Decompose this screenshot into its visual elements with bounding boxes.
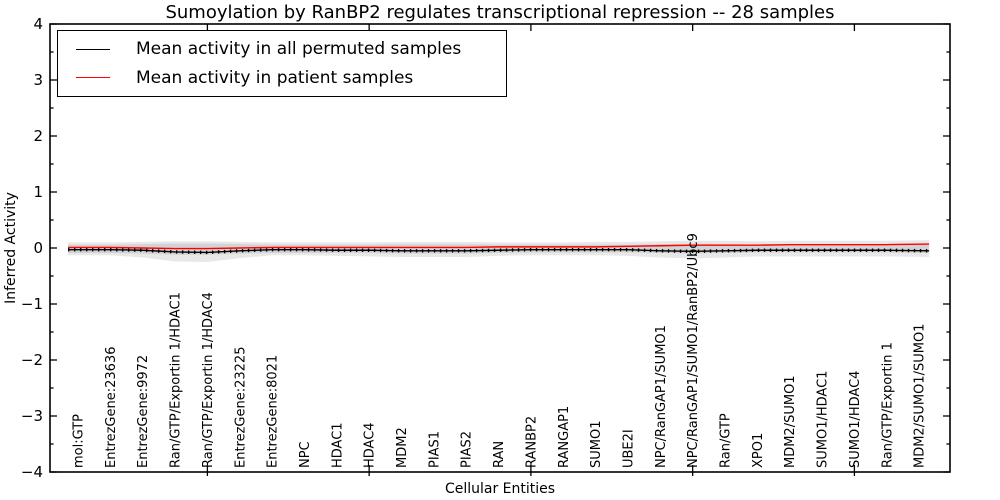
x-category-label: XPO1 bbox=[751, 433, 766, 468]
legend-item-patient: Mean activity in patient samples bbox=[76, 68, 506, 88]
x-category-label: UBE2I bbox=[621, 429, 636, 468]
x-category-label: EntrezGene:23636 bbox=[104, 347, 119, 468]
chart-title: Sumoylation by RanBP2 regulates transcri… bbox=[165, 2, 835, 23]
y-tick-label: 3 bbox=[33, 71, 43, 89]
x-category-label: Ran/GTP/Exportin 1 bbox=[880, 342, 895, 468]
x-category-label: SUMO1/HDAC4 bbox=[848, 371, 863, 468]
legend-label-patient: Mean activity in patient samples bbox=[136, 67, 414, 88]
y-tick-label: 1 bbox=[33, 183, 43, 201]
x-category-label: PIAS2 bbox=[460, 431, 475, 468]
x-category-label: EntrezGene:8021 bbox=[266, 355, 281, 468]
x-category-label: RANBP2 bbox=[524, 416, 539, 468]
x-category-label: MDM2/SUMO1/SUMO1 bbox=[913, 324, 928, 468]
legend-item-permuted: Mean activity in all permuted samples bbox=[76, 39, 506, 59]
legend-label-permuted: Mean activity in all permuted samples bbox=[136, 39, 462, 60]
x-category-label: NPC/RanGAP1/SUMO1/RanBP2/Ubc9 bbox=[686, 233, 701, 468]
legend-line-sample-permuted bbox=[76, 48, 110, 50]
y-tick-label: 0 bbox=[33, 239, 43, 257]
y-tick-label: 2 bbox=[33, 127, 43, 145]
x-category-label: RAN bbox=[492, 441, 507, 468]
y-tick-label: −1 bbox=[21, 295, 43, 313]
x-category-label: SUMO1 bbox=[589, 421, 604, 469]
x-category-label: EntrezGene:23225 bbox=[233, 347, 248, 468]
x-category-label: HDAC1 bbox=[330, 422, 345, 468]
x-category-label: RANGAP1 bbox=[557, 406, 572, 468]
x-category-label: Ran/GTP bbox=[719, 413, 734, 468]
y-tick-label: −3 bbox=[21, 407, 43, 425]
x-category-label: HDAC4 bbox=[363, 422, 378, 468]
permuted-samples-spread-band bbox=[68, 243, 930, 262]
x-category-label: NPC/RanGAP1/SUMO1 bbox=[654, 325, 669, 468]
mean-patient-line bbox=[68, 243, 930, 250]
x-category-label: mol:GTP bbox=[72, 414, 87, 468]
x-category-label: Ran/GTP/Exportin 1/HDAC4 bbox=[201, 292, 216, 468]
legend-line-sample-patient bbox=[76, 77, 110, 79]
x-category-label: MDM2 bbox=[395, 427, 410, 468]
x-category-label: NPC bbox=[298, 441, 313, 468]
y-tick-label: −2 bbox=[21, 351, 43, 369]
y-tick-label: −4 bbox=[21, 463, 43, 481]
x-category-label: PIAS1 bbox=[427, 431, 442, 468]
y-tick-label: 4 bbox=[33, 15, 43, 33]
x-category-label: Ran/GTP/Exportin 1/HDAC1 bbox=[169, 292, 184, 468]
x-category-label: SUMO1/HDAC1 bbox=[816, 371, 831, 468]
legend: Mean activity in all permuted samples Me… bbox=[57, 30, 507, 97]
x-axis-label: Cellular Entities bbox=[444, 481, 556, 497]
x-category-label: MDM2/SUMO1 bbox=[783, 375, 798, 468]
x-category-label: EntrezGene:9972 bbox=[136, 355, 151, 468]
mean-permuted-line-markers bbox=[68, 247, 930, 255]
